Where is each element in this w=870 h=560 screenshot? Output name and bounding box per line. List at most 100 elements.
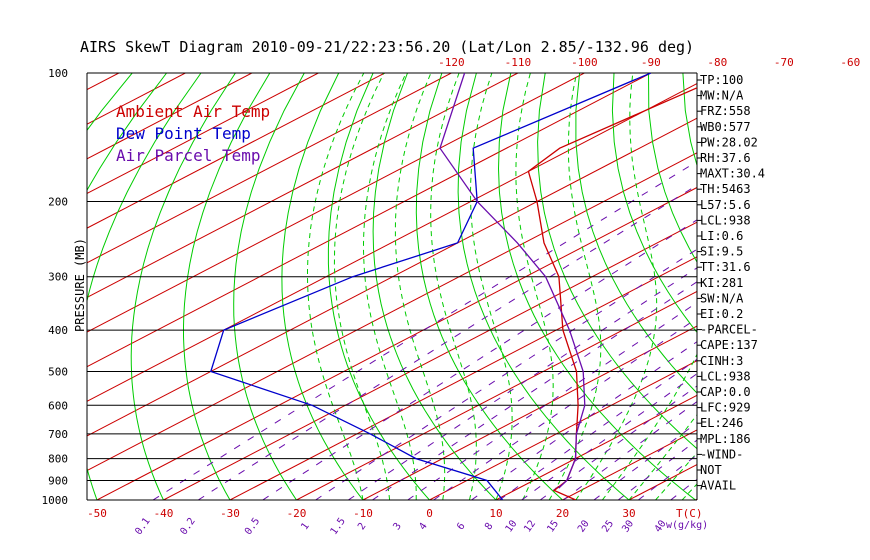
index-label: AVAIL xyxy=(700,479,736,493)
isotherm-line xyxy=(429,360,697,500)
dry-adiabat-line xyxy=(537,73,697,450)
bottom-temp-tick-label: -30 xyxy=(220,507,240,520)
pressure-tick-label: 1000 xyxy=(42,494,69,507)
moist-adiabat-line xyxy=(601,353,697,500)
mixing-ratio-tick-label: 15 xyxy=(545,518,561,534)
index-label: MAXT:30.4 xyxy=(700,167,765,181)
isotherm-line xyxy=(163,221,697,500)
dry-adiabat-line xyxy=(457,73,630,500)
legend-entry: Ambient Air Temp xyxy=(116,102,270,121)
bottom-temp-tick-label: -20 xyxy=(287,507,307,520)
isotherm-line xyxy=(829,73,870,500)
top-temp-tick-label: -90 xyxy=(641,56,661,69)
dry-adiabat-line xyxy=(327,73,430,500)
top-temp-tick-label: -120 xyxy=(438,56,465,69)
isotherm-line xyxy=(87,73,519,298)
y-axis-label: PRESSURE (MB) xyxy=(73,238,87,332)
mixing-ratio-tick-label: 2 xyxy=(356,521,368,532)
isobars xyxy=(86,72,698,501)
mixing-ratio-line xyxy=(197,184,697,500)
moist-adiabat-line xyxy=(394,73,446,500)
moist-adiabat-line xyxy=(469,73,513,500)
index-label: LFC:929 xyxy=(700,401,751,415)
index-label: CAP:0.0 xyxy=(700,385,751,399)
index-label: WB0:577 xyxy=(700,120,751,134)
index-label: -WIND- xyxy=(700,447,743,461)
mixing-ratio-line xyxy=(593,422,697,500)
mixing-ratio-tick-label: 0.1 xyxy=(133,516,152,537)
top-temp-tick-label: -80 xyxy=(707,56,727,69)
mixing-ratio-line xyxy=(315,248,697,500)
pressure-tick-label: 400 xyxy=(48,324,68,337)
series-line-dew-point-temp xyxy=(209,73,652,500)
mixing-ratio-line xyxy=(471,341,697,500)
mixing-ratio-tick-label: 0.2 xyxy=(178,516,197,537)
dry-adiabat-line xyxy=(281,73,364,500)
mixing-ratio-line xyxy=(262,219,697,500)
pressure-tick-label: 700 xyxy=(48,428,68,441)
isotherm-line xyxy=(362,325,697,500)
mixing-ratio-tick-label: 1.5 xyxy=(329,516,348,537)
dry-adiabat-line xyxy=(611,73,697,334)
dry-adiabat-line xyxy=(786,73,870,500)
pressure-tick-label: 500 xyxy=(48,365,68,378)
isotherm-line xyxy=(87,73,652,368)
mixing-ratio-line xyxy=(563,400,697,500)
index-label: KI:281 xyxy=(700,276,743,290)
pressure-tick-label: 100 xyxy=(48,67,68,80)
index-label: MW:N/A xyxy=(700,89,744,103)
pressure-tick-label: 900 xyxy=(48,474,68,487)
dry-adiabat-line xyxy=(575,73,697,394)
top-temp-tick-label: -110 xyxy=(505,56,532,69)
mixing-ratio-tick-label: 4 xyxy=(417,521,429,532)
mixing-ratio-line xyxy=(152,160,697,500)
index-label: EI:0.2 xyxy=(700,307,743,321)
temp-unit-label: T(C) xyxy=(676,507,703,520)
bottom-temp-tick-label: 0 xyxy=(426,507,433,520)
dry-adiabat-line xyxy=(130,73,236,500)
moist-adiabat-line xyxy=(515,73,554,500)
moist-adiabat-line xyxy=(430,73,477,500)
isotherm-line xyxy=(87,152,697,472)
mixing-ratio-line xyxy=(372,281,697,500)
moist-adiabat-line xyxy=(628,413,697,500)
index-label: NOT xyxy=(700,463,722,477)
mixing-ratio-line xyxy=(539,385,697,500)
isotherm-line xyxy=(87,73,319,195)
moist-adiabat-line xyxy=(307,73,365,500)
index-label: EL:246 xyxy=(700,416,743,430)
index-label: RH:37.6 xyxy=(700,151,751,165)
profile-series xyxy=(209,73,697,500)
dry-adiabat-line xyxy=(372,73,497,500)
dry-adiabat-line xyxy=(233,73,305,500)
index-label: LCL:938 xyxy=(700,369,751,383)
mixing-ratio-line xyxy=(499,358,697,500)
bottom-temp-tick-label: -50 xyxy=(87,507,107,520)
legend-entry: Dew Point Temp xyxy=(116,124,251,143)
mixing-ratio-line xyxy=(521,373,697,500)
series-line-air-parcel-temp xyxy=(439,73,586,489)
bottom-temp-tick-label: -40 xyxy=(154,507,174,520)
mixing-ratio-tick-label: 1 xyxy=(299,521,311,532)
isotherm-line xyxy=(87,83,697,402)
index-label: LI:0.6 xyxy=(700,229,743,243)
index-label: CINH:3 xyxy=(700,354,743,368)
mixing-ratio-line xyxy=(637,454,697,500)
mixing-ratio-tick-label: 0.5 xyxy=(243,516,262,537)
isotherm-line xyxy=(87,73,585,333)
mixing-ratio-tick-label: 8 xyxy=(483,521,495,532)
index-label: MPL:186 xyxy=(700,432,751,446)
isotherm-line xyxy=(495,394,697,500)
top-temp-tick-label: -70 xyxy=(774,56,794,69)
index-label: CAPE:137 xyxy=(700,338,758,352)
isotherm-line xyxy=(87,117,697,437)
isotherm-line xyxy=(762,73,870,500)
index-label: LCL:938 xyxy=(700,213,751,227)
dry-adiabat-line xyxy=(648,73,697,263)
chart-title: AIRS SkewT Diagram 2010-09-21/22:23:56.2… xyxy=(80,38,694,56)
index-label: TT:31.6 xyxy=(700,260,751,274)
dry-adiabat-line xyxy=(497,73,696,500)
bottom-temp-tick-label: -10 xyxy=(353,507,373,520)
